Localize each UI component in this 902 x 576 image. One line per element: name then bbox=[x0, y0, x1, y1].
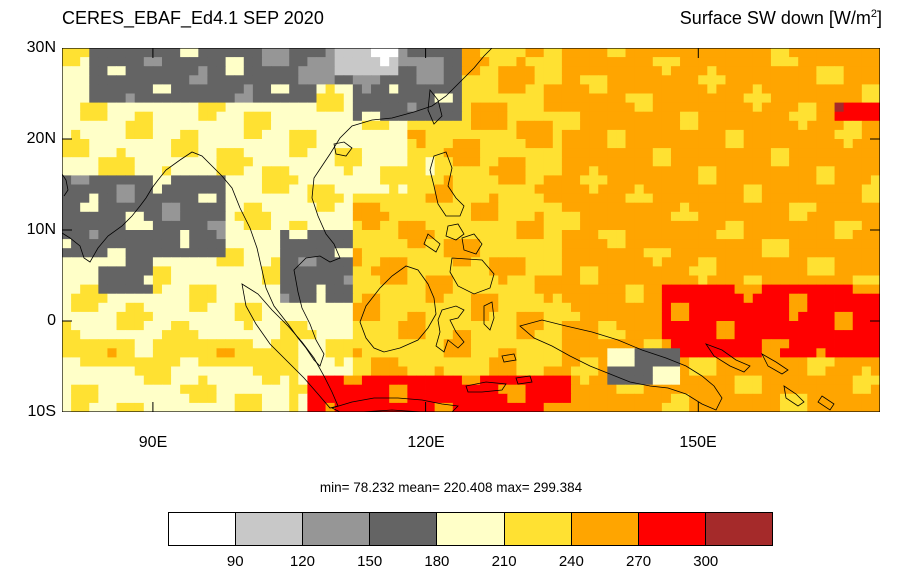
lat-label-10n: 10N bbox=[26, 221, 56, 238]
colorbar-box-3 bbox=[369, 512, 437, 546]
lat-label-30n: 30N bbox=[26, 39, 56, 56]
colorbar-label-300: 300 bbox=[693, 553, 719, 570]
shortwave-map bbox=[62, 48, 880, 412]
colorbar-box-7 bbox=[637, 512, 705, 546]
colorbar-label-270: 270 bbox=[626, 553, 652, 570]
colorbar bbox=[168, 512, 773, 546]
stats-line: min= 78.232 mean= 220.408 max= 299.384 bbox=[319, 480, 583, 495]
unit-superscript: 2 bbox=[870, 8, 877, 20]
lon-label-120e: 120E bbox=[407, 434, 445, 451]
colorbar-label-90: 90 bbox=[226, 553, 244, 570]
lat-label-0: 0 bbox=[47, 312, 56, 329]
variable-title: Surface SW down [W/m2] bbox=[680, 8, 882, 29]
colorbar-box-5 bbox=[503, 512, 571, 546]
colorbar-box-6 bbox=[570, 512, 638, 546]
colorbar-label-180: 180 bbox=[424, 553, 450, 570]
colorbar-box-8 bbox=[704, 512, 773, 546]
ticks bbox=[62, 48, 880, 412]
map-title: CERES_EBAF_Ed4.1 SEP 2020 bbox=[62, 8, 324, 28]
colorbar-box-0 bbox=[168, 512, 236, 546]
colorbar-label-210: 210 bbox=[491, 553, 517, 570]
lat-label-20n: 20N bbox=[26, 130, 56, 147]
colorbar-label-120: 120 bbox=[289, 553, 315, 570]
colorbar-box-4 bbox=[436, 512, 504, 546]
variable-name: Surface SW down [W/m bbox=[679, 8, 871, 28]
coastlines bbox=[62, 48, 835, 412]
unit-bracket: ] bbox=[876, 8, 882, 28]
colorbar-label-240: 240 bbox=[558, 553, 584, 570]
lat-label-10s: 10S bbox=[27, 403, 56, 420]
colorbar-box-1 bbox=[235, 512, 303, 546]
colorbar-box-2 bbox=[302, 512, 370, 546]
colorbar-label-150: 150 bbox=[357, 553, 383, 570]
lon-label-90e: 90E bbox=[138, 434, 168, 451]
map-cells bbox=[62, 48, 880, 412]
lon-label-150e: 150E bbox=[679, 434, 717, 451]
